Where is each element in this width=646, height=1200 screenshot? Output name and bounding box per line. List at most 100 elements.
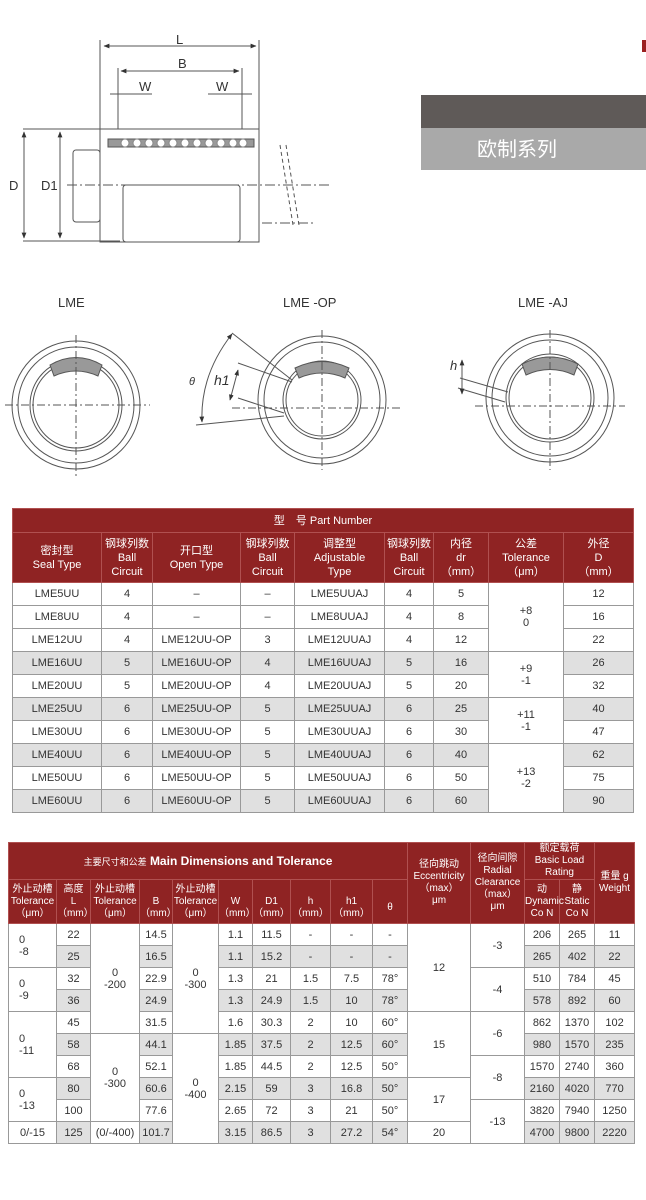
radial-clearance-header: 径向间隙 Radial Clearance （max） μm — [470, 842, 525, 924]
table2-header: B （mm） — [139, 879, 177, 924]
table2-cell-D1: 72 — [252, 1099, 291, 1122]
header-line: （mm） — [219, 907, 256, 919]
table-row: LME25UU 6 LME25UU-OP 5 LME25UUAJ 6 25 +11 -1 40 — [12, 697, 635, 744]
table1-cell: LME50UU — [12, 766, 102, 790]
table2-cell-h1: 27.2 — [330, 1121, 373, 1144]
tolerance-line: +11 — [517, 708, 535, 721]
table2-cell-B: 60.6 — [139, 1077, 173, 1100]
table1-header: 密封型 Seal Type — [12, 532, 102, 583]
tolerance-line: +13 — [516, 766, 536, 778]
table1-cell: LME16UUAJ — [294, 651, 385, 675]
table1-header: 内径 dr （mm） — [433, 532, 489, 583]
ecc-cell: 12 — [407, 923, 471, 1012]
eccentricity-header: 径向跳动 Eccentricity （max） μm — [407, 842, 471, 924]
tol_outer-line: 0 — [19, 933, 26, 946]
tol-W-cell: 0 -300 — [172, 923, 219, 1034]
clearance-line: -3 — [492, 939, 503, 952]
table2-cell-L: 25 — [56, 945, 91, 968]
table1-cell: LME16UU — [12, 651, 102, 675]
header-line: 外止动槽 — [95, 883, 135, 895]
table1-header: 钢球列数 Ball Circuit — [384, 532, 434, 583]
table2-cell-W: 1.3 — [218, 989, 253, 1012]
table1-title: 型 号 Part Number — [11, 508, 635, 533]
label-h: h — [450, 358, 457, 373]
header-line: 调整型 — [323, 537, 356, 550]
label-theta: θ — [189, 376, 195, 388]
table1-cell: LME8UU — [12, 605, 102, 629]
table1-cell: 5 — [240, 720, 295, 744]
weight-header: 重量 g Weight — [594, 842, 636, 924]
table2-cell-L: 22 — [56, 923, 91, 946]
table2-cell-D1: 37.5 — [252, 1033, 291, 1056]
table1-cell: LME30UU-OP — [152, 720, 241, 744]
header-line: 钢球列数 — [245, 537, 290, 550]
header-line: （mm） — [333, 907, 370, 919]
table2-cell-theta: 50° — [372, 1099, 408, 1122]
tol_B-line: 0 — [111, 1065, 119, 1078]
table1-cell: 6 — [384, 789, 434, 813]
table-row: LME16UU 5 LME16UU-OP 4 LME16UUAJ 5 16 +9 -1 26 — [12, 651, 635, 698]
table1-cell: LME60UU-OP — [152, 789, 241, 813]
table2-cell-sta: 7940 — [558, 1099, 596, 1122]
part-number-table: 型 号 Part Number 密封型 Seal Type 钢球列数 Ball Circ… — [11, 508, 635, 813]
table2-cell-h: 1.5 — [290, 967, 331, 990]
table1-cell: 30 — [433, 720, 489, 744]
table2-cell-h: 2 — [290, 1055, 331, 1078]
table1-cell: LME25UUAJ — [294, 697, 385, 721]
table2-cell-wt: 22 — [594, 945, 636, 968]
table2-cell-theta: - — [372, 945, 408, 968]
table1-cell: 6 — [101, 697, 153, 721]
title-cn: 主要尺寸和公差 — [83, 856, 147, 867]
weight-line: 重量 g — [600, 871, 629, 882]
load-rating-header: 额定载荷 Basic Load Rating — [523, 842, 596, 880]
table2-cell-B: 101.7 — [139, 1121, 173, 1144]
header-line: 钢球列数 — [105, 537, 149, 550]
table2-cell-W: 1.1 — [218, 945, 253, 968]
table2-title: 主要尺寸和公差 Main Dimensions and Tolerance — [8, 842, 408, 880]
tolerance-cell: +13 -2 — [488, 743, 564, 813]
section-label-lme-aj: LME -AJ — [518, 295, 568, 310]
table2-cell-B: 14.5 — [139, 923, 173, 946]
header-line: Type — [327, 565, 352, 578]
clearance-cell: -13 — [470, 1099, 525, 1144]
header-line: 高度 — [63, 883, 84, 895]
table1-cell: LME8UUAJ — [294, 605, 385, 629]
table2-cell-dyn: 265 — [524, 945, 560, 968]
load-line: 额定载荷 — [539, 843, 580, 854]
table2-cell-wt: 1250 — [594, 1099, 636, 1122]
header-line: 钢球列数 — [387, 537, 431, 550]
tol-outer-cell: 0 -11 — [8, 1011, 57, 1078]
table2-cell-W: 1.6 — [218, 1011, 253, 1034]
clearance-cell: -3 — [470, 923, 525, 968]
table1-cell: LME5UUAJ — [294, 582, 385, 606]
table2-cell-dyn: 206 — [524, 923, 560, 946]
table2-cell-h1: 16.8 — [330, 1077, 373, 1100]
table2-header: 高度 L （mm） — [56, 879, 94, 924]
table2-cell-dyn: 578 — [524, 989, 560, 1012]
clearance-cell: -4 — [470, 967, 525, 1012]
dim-L: L — [176, 32, 183, 47]
table2-cell-W: 3.15 — [218, 1121, 253, 1144]
table1-cell: LME50UUAJ — [294, 766, 385, 790]
table1-cell: LME12UUAJ — [294, 628, 385, 652]
table2-header: 外止动槽 Tolerance （μm） — [8, 879, 57, 924]
table2-cell-wt: 60 — [594, 989, 636, 1012]
table1-header: 钢球列数 Ball Circuit — [240, 532, 295, 583]
table2-cell-theta: 54° — [372, 1121, 408, 1144]
dim-W-left: W — [139, 79, 152, 94]
table1-cell: LME40UU — [12, 743, 102, 767]
brand-mark — [642, 40, 646, 52]
tol_W-line: 0 — [192, 1076, 199, 1089]
dynamic-line: Co N — [530, 907, 554, 919]
section-lme-op: LME -OP θ h1 — [189, 295, 400, 470]
table2-cell-L: 45 — [56, 1011, 91, 1034]
table2-cell-theta: 78° — [372, 967, 408, 990]
static-line: Co N — [565, 907, 589, 919]
section-lme: LME — [5, 295, 150, 478]
table2-cell-h: - — [290, 923, 331, 946]
table1-cell: 16 — [562, 605, 635, 629]
table1-cell: LME16UU-OP — [152, 651, 241, 675]
radial-clearance-header-line: μm — [490, 901, 505, 912]
table1-cell: 5 — [240, 789, 295, 813]
header-line: 密封型 — [40, 544, 74, 557]
